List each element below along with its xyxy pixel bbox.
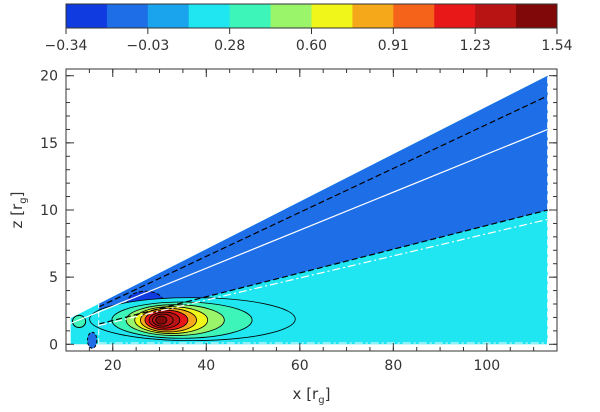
x-tick-label: 60 bbox=[291, 358, 309, 374]
x-axis-label-end: ] bbox=[325, 385, 331, 403]
colorbar-tick-label: 0.60 bbox=[296, 38, 327, 54]
x-tick-label: 20 bbox=[104, 358, 122, 374]
y-tick-label: 15 bbox=[40, 136, 58, 152]
y-axis-label-sub: g bbox=[18, 197, 29, 203]
upper-wedge-region bbox=[70, 75, 548, 325]
y-axis-label-main: z [r bbox=[8, 203, 26, 228]
dot-dash-line bbox=[98, 218, 548, 327]
y-axis-label-end: ] bbox=[8, 192, 26, 198]
colorbar-segment bbox=[147, 4, 190, 28]
colorbar-segment bbox=[393, 4, 435, 28]
contour-plot bbox=[70, 75, 549, 349]
center-line bbox=[70, 128, 548, 324]
colorbar-segment bbox=[311, 4, 353, 28]
small-inner-blob bbox=[87, 331, 98, 349]
y-tick-label: 0 bbox=[49, 337, 58, 353]
colorbar-tick-label: 0.28 bbox=[214, 38, 245, 54]
y-tick-label: 5 bbox=[49, 270, 58, 286]
colorbar-segment bbox=[270, 4, 312, 28]
x-tick-label: 80 bbox=[384, 358, 402, 374]
y-tick-label: 10 bbox=[40, 203, 58, 219]
y-tick-label: 20 bbox=[40, 69, 58, 85]
colorbar-segment bbox=[475, 4, 517, 28]
lower-dashed-line bbox=[98, 209, 548, 325]
y-axis-ticks: 0 5 10 15 20 bbox=[40, 69, 557, 353]
colorbar-segment bbox=[66, 4, 108, 28]
colorbar-tick-label: −0.34 bbox=[45, 38, 88, 54]
x-axis-ticks: 20 40 60 80 100 bbox=[65, 69, 535, 374]
upper-dashed-line bbox=[98, 95, 548, 308]
colorbar-segment bbox=[352, 4, 394, 28]
colorbar-tick-label: 1.54 bbox=[541, 38, 572, 54]
x-axis-label: x [rg] bbox=[293, 385, 331, 406]
x-tick-label: 100 bbox=[473, 358, 500, 374]
colorbar-labels: −0.34 −0.03 0.28 0.60 0.91 1.23 1.54 bbox=[45, 28, 573, 54]
x-axis-label-main: x [r bbox=[293, 385, 319, 403]
colorbar-tick-label: 1.23 bbox=[460, 38, 491, 54]
x-tick-label: 40 bbox=[197, 358, 215, 374]
colorbar-segment bbox=[434, 4, 476, 28]
x-axis-label-sub: g bbox=[318, 395, 324, 406]
hotspot-contour bbox=[155, 315, 168, 325]
colorbar bbox=[65, 3, 558, 29]
y-axis-label: z [rg] bbox=[8, 192, 29, 229]
colorbar-segment bbox=[106, 4, 149, 28]
colorbar-segment bbox=[229, 4, 272, 28]
colorbar-segment bbox=[516, 4, 558, 28]
colorbar-segment bbox=[188, 4, 231, 28]
colorbar-tick-label: −0.03 bbox=[126, 38, 169, 54]
colorbar-tick-label: 0.91 bbox=[378, 38, 409, 54]
